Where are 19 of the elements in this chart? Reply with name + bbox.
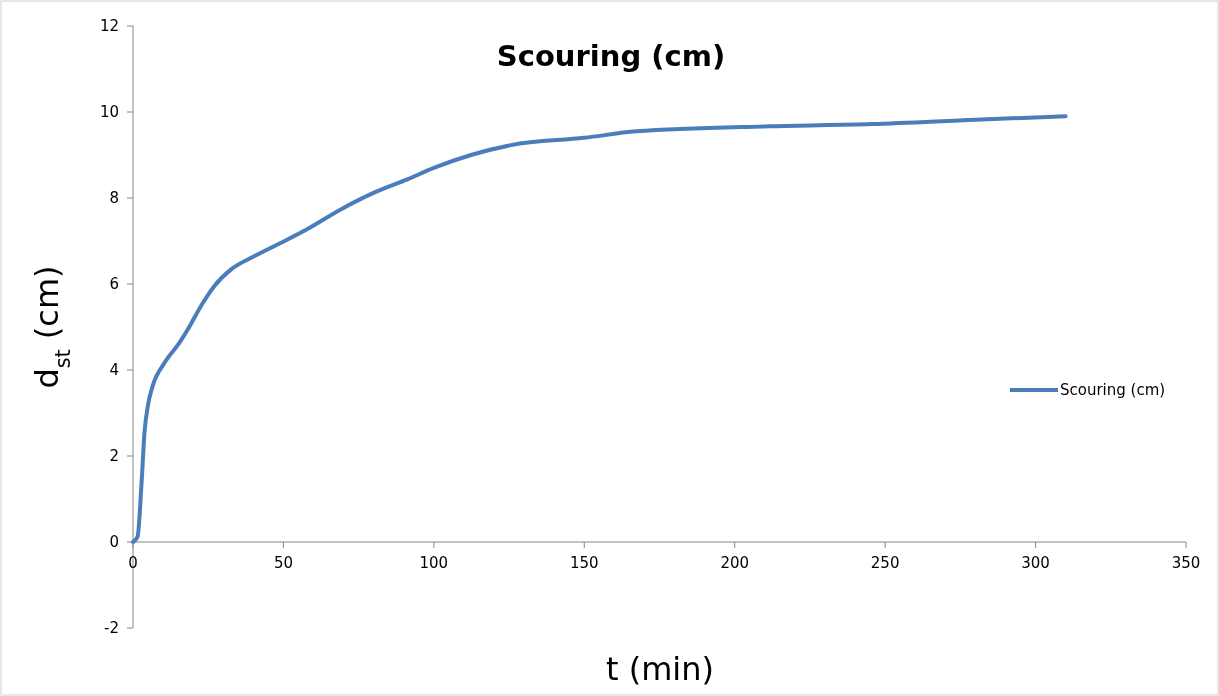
y-tick-label: 8 [109, 189, 119, 208]
y-tick-label: 10 [99, 103, 119, 122]
x-tick-label: 300 [1021, 554, 1050, 572]
y-tick-label: 2 [109, 447, 119, 466]
x-tick-label: 350 [1171, 554, 1201, 572]
y-tick-label: 4 [109, 361, 119, 380]
y-tick-label: 0 [109, 533, 119, 552]
x-tick-label: 200 [720, 554, 750, 572]
legend-label: Scouring (cm) [1060, 381, 1166, 400]
y-tick-label: 6 [109, 275, 119, 294]
y-tick-label: -2 [104, 619, 119, 638]
x-tick-label: 0 [128, 554, 138, 572]
y-tick-label: 12 [99, 17, 119, 36]
x-tick-label: 250 [870, 554, 900, 572]
x-tick-label: 50 [273, 554, 293, 572]
x-axis-title: t (min) [605, 650, 715, 688]
x-tick-label: 100 [419, 554, 449, 572]
x-tick-label: 150 [569, 554, 599, 572]
text: Scouring (cm) [496, 39, 726, 73]
